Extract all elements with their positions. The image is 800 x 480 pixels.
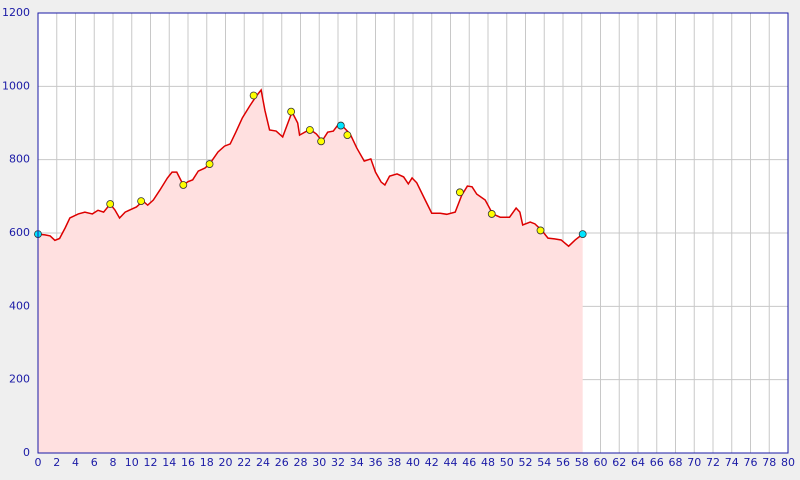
x-tick-label: 40 bbox=[406, 456, 420, 469]
x-tick-label: 68 bbox=[669, 456, 683, 469]
x-tick-label: 72 bbox=[706, 456, 720, 469]
plot-border bbox=[37, 12, 789, 454]
x-tick-label: 30 bbox=[312, 456, 326, 469]
y-tick-label: 800 bbox=[9, 153, 30, 166]
waypoint bbox=[305, 126, 314, 134]
waypoint bbox=[249, 91, 258, 100]
waypoint bbox=[343, 131, 352, 140]
x-tick-label: 2 bbox=[53, 456, 60, 469]
x-tick-label: 76 bbox=[744, 456, 758, 469]
waypoint bbox=[137, 197, 146, 206]
waypoint bbox=[205, 160, 214, 168]
x-tick-label: 20 bbox=[219, 456, 233, 469]
x-tick-label: 4 bbox=[72, 456, 79, 469]
y-tick-label: 0 bbox=[23, 446, 30, 459]
y-tick-label: 400 bbox=[9, 299, 30, 312]
waypoint bbox=[317, 137, 326, 146]
x-tick-label: 42 bbox=[425, 456, 439, 469]
x-tick-label: 8 bbox=[110, 456, 117, 469]
x-tick-label: 18 bbox=[200, 456, 214, 469]
x-tick-label: 78 bbox=[762, 456, 776, 469]
x-tick-label: 16 bbox=[181, 456, 195, 469]
x-tick-label: 36 bbox=[369, 456, 383, 469]
x-tick-label: 34 bbox=[350, 456, 364, 469]
waypoint bbox=[287, 107, 296, 116]
x-tick-label: 38 bbox=[387, 456, 401, 469]
x-tick-label: 58 bbox=[575, 456, 589, 469]
x-tick-label: 74 bbox=[725, 456, 739, 469]
x-tick-label: 60 bbox=[594, 456, 608, 469]
waypoint bbox=[336, 121, 345, 130]
x-tick-label: 80 bbox=[781, 456, 795, 469]
y-tick-label: 600 bbox=[9, 226, 30, 239]
y-tick-label: 1200 bbox=[2, 6, 30, 19]
x-tick-label: 50 bbox=[500, 456, 514, 469]
x-tick-label: 12 bbox=[144, 456, 158, 469]
waypoint bbox=[179, 181, 188, 189]
y-tick-label: 1000 bbox=[2, 79, 30, 92]
waypoint bbox=[578, 230, 587, 239]
x-tick-label: 56 bbox=[556, 456, 570, 469]
x-tick-label: 6 bbox=[91, 456, 98, 469]
x-tick-label: 54 bbox=[537, 456, 551, 469]
x-tick-label: 22 bbox=[237, 456, 251, 469]
y-tick-label: 200 bbox=[9, 373, 30, 386]
waypoint bbox=[106, 200, 115, 208]
x-tick-label: 64 bbox=[631, 456, 645, 469]
waypoint bbox=[487, 210, 496, 218]
x-tick-label: 14 bbox=[162, 456, 176, 469]
x-tick-label: 44 bbox=[444, 456, 458, 469]
x-tick-label: 70 bbox=[687, 456, 701, 469]
waypoint bbox=[536, 226, 545, 235]
line bbox=[37, 88, 584, 248]
x-tick-label: 62 bbox=[612, 456, 626, 469]
x-tick-label: 0 bbox=[35, 456, 42, 469]
x-tick-label: 24 bbox=[256, 456, 270, 469]
x-tick-label: 10 bbox=[125, 456, 139, 469]
x-tick-label: 52 bbox=[519, 456, 533, 469]
x-tick-label: 32 bbox=[331, 456, 345, 469]
x-tick-label: 66 bbox=[650, 456, 664, 469]
x-tick-label: 48 bbox=[481, 456, 495, 469]
x-tick-label: 46 bbox=[462, 456, 476, 469]
area-fill bbox=[38, 90, 583, 453]
x-tick-label: 28 bbox=[294, 456, 308, 469]
waypoint bbox=[455, 188, 464, 197]
x-tick-label: 26 bbox=[275, 456, 289, 469]
